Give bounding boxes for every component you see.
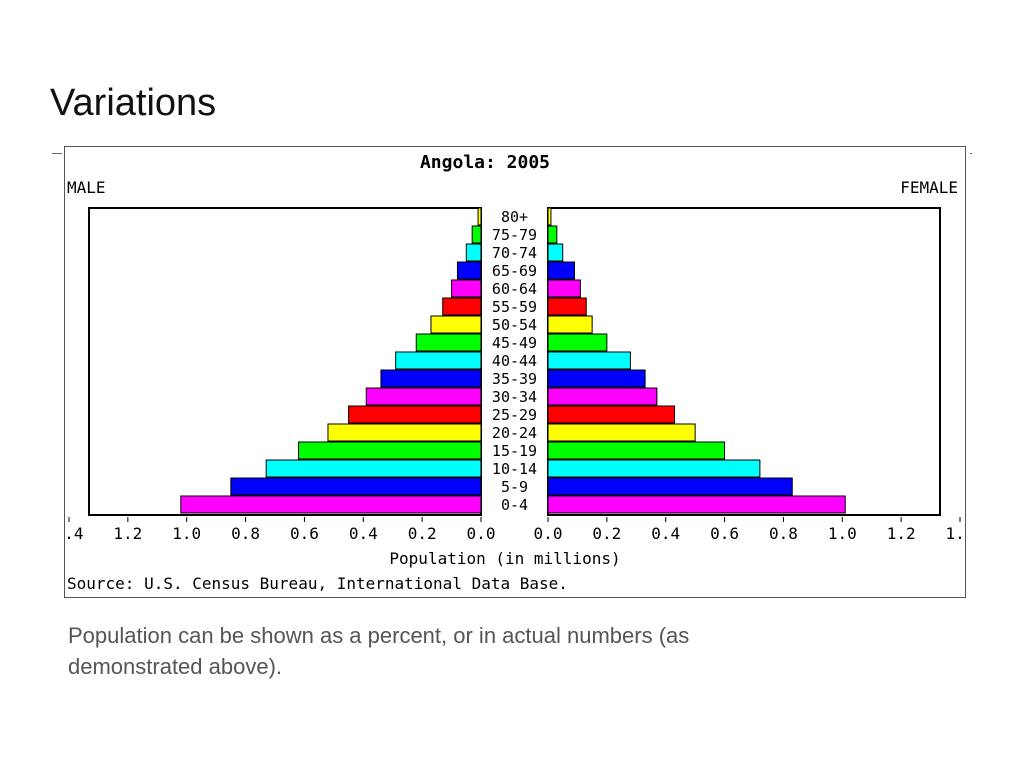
female-bar-50-54 <box>547 315 593 334</box>
x-tick-label: 0.0 <box>534 524 563 543</box>
female-bar-40-44 <box>547 351 631 370</box>
male-bar-5-9 <box>230 477 482 496</box>
age-group-label: 60-64 <box>492 280 537 298</box>
age-group-label: 40-44 <box>492 352 537 370</box>
female-bar-75-79 <box>547 225 558 244</box>
female-bar-20-24 <box>547 423 696 442</box>
male-bar-65-69 <box>456 261 482 280</box>
female-bar-45-49 <box>547 333 608 352</box>
chart-canvas: Angola: 2005 MALE FEMALE 80+75-7970-7465… <box>65 152 965 593</box>
age-group-label: 5-9 <box>501 478 528 496</box>
age-group-label: 15-19 <box>492 442 537 460</box>
age-group-label: 35-39 <box>492 370 537 388</box>
age-group-label: 45-49 <box>492 334 537 352</box>
age-group-label: 80+ <box>501 208 528 226</box>
male-bar-15-19 <box>298 441 482 460</box>
male-bar-35-39 <box>380 369 482 388</box>
female-bar-70-74 <box>547 243 564 262</box>
female-bar-65-69 <box>547 261 575 280</box>
slide-title: Variations <box>50 82 217 124</box>
x-tick-label: 1.0 <box>828 524 857 543</box>
female-bar-25-29 <box>547 405 676 424</box>
male-bar-50-54 <box>430 315 482 334</box>
x-tick-label: 0.6 <box>290 524 319 543</box>
female-bar-10-14 <box>547 459 761 478</box>
source-note: Source: U.S. Census Bureau, Internationa… <box>67 574 568 593</box>
x-tick-label: 0.6 <box>710 524 739 543</box>
x-tick-label: 1.2 <box>887 524 916 543</box>
male-bar-70-74 <box>465 243 482 262</box>
male-bar-55-59 <box>442 297 482 316</box>
age-group-label: 75-79 <box>492 226 537 244</box>
x-axis: 1.4 1.2 1.0 0.8 0.6 0.4 0.2 0.0 0.0 0.2 0.4 0.6 0.8 1… <box>65 517 965 543</box>
female-bar-80+ <box>547 207 552 226</box>
bars-layer: 80+75-7970-7465-6960-6455-5950-5445-4940… <box>180 207 846 514</box>
x-tick-label: 1.0 <box>172 524 201 543</box>
x-tick-label: 0.8 <box>769 524 798 543</box>
female-bar-5-9 <box>547 477 793 496</box>
female-bar-0-4 <box>547 495 846 514</box>
x-tick-label: 1.4 <box>946 524 965 543</box>
age-group-label: 25-29 <box>492 406 537 424</box>
age-group-label: 20-24 <box>492 424 537 442</box>
female-bar-55-59 <box>547 297 587 316</box>
title-rule-left <box>52 153 62 154</box>
male-bar-25-29 <box>348 405 482 424</box>
female-bar-15-19 <box>547 441 726 460</box>
x-tick-label: 0.8 <box>231 524 260 543</box>
age-group-label: 30-34 <box>492 388 537 406</box>
female-bar-35-39 <box>547 369 646 388</box>
chart-title: Angola: 2005 <box>420 152 550 173</box>
x-tick-label: 0.4 <box>651 524 680 543</box>
x-tick-label: 0.2 <box>592 524 621 543</box>
age-group-label: 70-74 <box>492 244 537 262</box>
x-axis-label: Population (in millions) <box>389 549 620 568</box>
male-bar-10-14 <box>265 459 482 478</box>
male-bar-20-24 <box>327 423 482 442</box>
male-bar-75-79 <box>471 225 482 244</box>
x-tick-label: 1.4 <box>65 524 83 543</box>
male-bar-40-44 <box>395 351 482 370</box>
age-group-label: 10-14 <box>492 460 537 478</box>
age-group-label: 55-59 <box>492 298 537 316</box>
male-bar-30-34 <box>365 387 482 406</box>
male-bar-80+ <box>477 207 482 226</box>
age-group-label: 0-4 <box>501 496 528 514</box>
slide-caption: Population can be shown as a percent, or… <box>68 623 690 679</box>
age-group-label: 65-69 <box>492 262 537 280</box>
male-bar-60-64 <box>451 279 482 298</box>
male-bar-45-49 <box>415 333 482 352</box>
x-tick-label: 0.4 <box>349 524 378 543</box>
x-tick-label: 0.0 <box>467 524 496 543</box>
female-label: FEMALE <box>900 178 958 197</box>
age-group-label: 50-54 <box>492 316 537 334</box>
population-pyramid-chart: Angola: 2005 MALE FEMALE 80+ 75-79 70-74 65… <box>64 146 966 598</box>
female-bar-60-64 <box>547 279 581 298</box>
male-bar-0-4 <box>180 495 482 514</box>
x-tick-label: 0.2 <box>408 524 437 543</box>
title-rule-dot <box>970 153 972 154</box>
male-label: MALE <box>67 178 106 197</box>
x-tick-label: 1.2 <box>113 524 142 543</box>
female-bar-30-34 <box>547 387 658 406</box>
